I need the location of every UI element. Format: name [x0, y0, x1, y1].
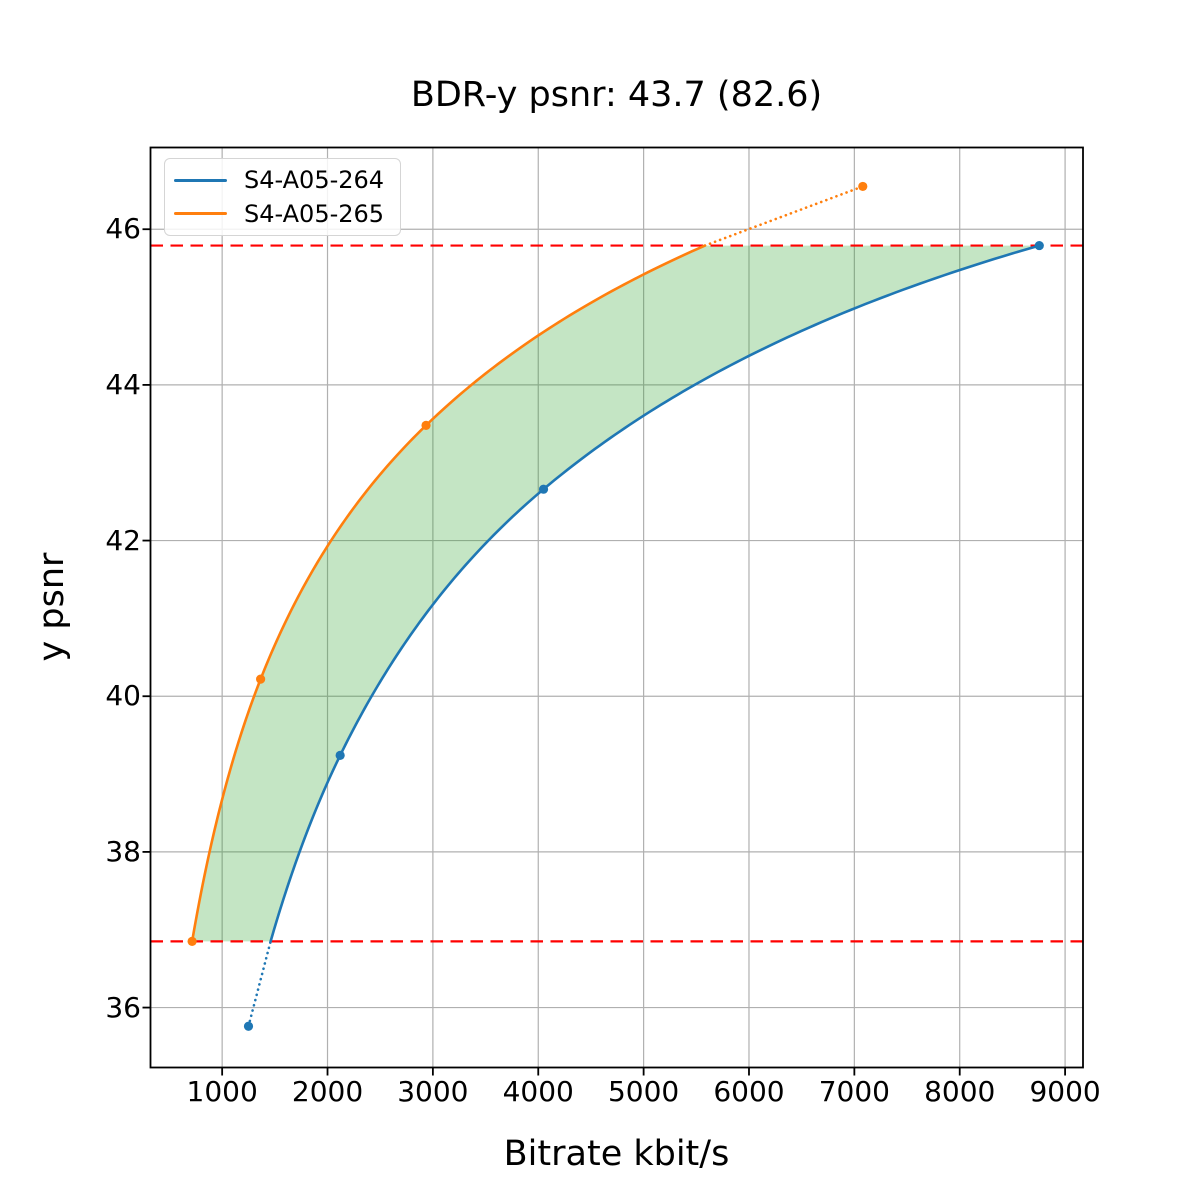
series-dotted-extension: [703, 185, 865, 247]
y-tick-label: 40: [105, 679, 141, 713]
series-line-S4-A05-265: [190, 244, 707, 943]
y-tick-label: 36: [105, 990, 141, 1024]
tick-marks: [142, 228, 1066, 1076]
y-tick-label: 44: [105, 367, 141, 401]
series-dotted-extension: [247, 940, 272, 1028]
legend: S4-A05-264 S4-A05-265: [164, 158, 401, 236]
data-point-marker: [243, 1021, 254, 1031]
x-tick-label: 6000: [713, 1075, 785, 1108]
y-tick-label: 42: [105, 523, 141, 557]
y-tick-label: 38: [105, 834, 141, 868]
gridlines: [150, 147, 1083, 1068]
bd-area-fill: [192, 245, 1040, 942]
x-tick-label: 7000: [818, 1075, 890, 1108]
chart-title: BDR-y psnr: 43.7 (82.6): [410, 75, 823, 115]
x-tick-label: 5000: [607, 1075, 680, 1108]
data-point-marker: [538, 484, 549, 494]
axes-frame: [149, 146, 1084, 1069]
legend-line-swatch: [174, 178, 227, 183]
x-tick-label: 9000: [1029, 1075, 1101, 1108]
data-point-marker: [187, 936, 197, 947]
data-point-marker: [256, 674, 266, 684]
data-point-marker: [1034, 240, 1044, 251]
x-tick-label: 1000: [186, 1075, 258, 1108]
legend-line-swatch: [174, 211, 227, 216]
data-point-marker: [858, 181, 868, 192]
x-tick-label: 3000: [397, 1075, 469, 1108]
data-point-marker: [335, 750, 345, 760]
x-axis-label: Bitrate kbit/s: [503, 1134, 730, 1174]
legend-item: S4-A05-264: [174, 168, 400, 192]
legend-item: S4-A05-265: [174, 202, 400, 226]
legend-label: S4-A05-264: [244, 166, 385, 195]
x-tick-label: 4000: [502, 1075, 574, 1108]
y-tick-label: 46: [105, 212, 141, 246]
x-tick-label: 8000: [924, 1075, 996, 1108]
legend-label: S4-A05-265: [244, 199, 385, 228]
data-point-marker: [421, 420, 431, 430]
x-tick-label: 2000: [291, 1075, 364, 1108]
series-line-S4-A05-264: [269, 244, 1041, 943]
